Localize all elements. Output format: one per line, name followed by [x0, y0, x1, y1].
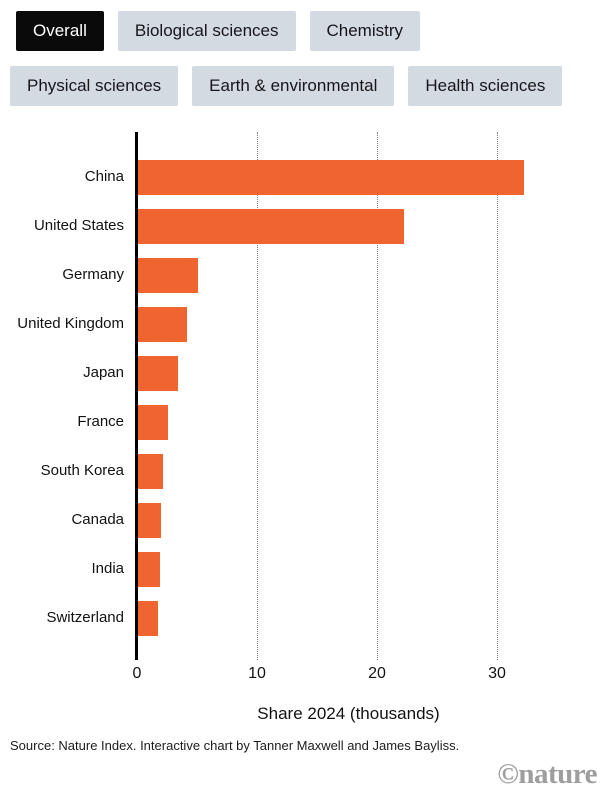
category-label-united-kingdom: United Kingdom [17, 315, 124, 333]
chart-row-germany: Germany [0, 251, 604, 300]
category-label-china: China [84, 168, 124, 186]
chart-row-india: India [0, 545, 604, 594]
bar-united-kingdom[interactable] [138, 307, 188, 342]
gridline-30 [497, 132, 498, 660]
bar-chart: China United States Germany United Kingdom J… [0, 132, 604, 724]
filter-button-physical-sciences[interactable]: Physical sciences [10, 66, 179, 106]
category-label-france: France [77, 413, 124, 431]
filter-button-overall[interactable]: Overall [16, 11, 104, 51]
x-tick-10: 10 [248, 665, 266, 682]
chart-rows: China United States Germany United Kingdom J… [0, 132, 604, 660]
bar-united-states[interactable] [138, 209, 405, 244]
category-label-switzerland: Switzerland [46, 609, 124, 627]
bar-china[interactable] [138, 160, 525, 195]
x-axis-ticks: 0 10 20 30 [0, 665, 604, 689]
source-text: Source: Nature Index. Interactive chart … [10, 738, 460, 753]
nature-logo: ©nature [497, 758, 597, 790]
chart-row-japan: Japan [0, 349, 604, 398]
chart-row-france: France [0, 398, 604, 447]
filter-button-earth-environmental[interactable]: Earth & environmental [192, 66, 395, 106]
category-label-canada: Canada [71, 511, 124, 529]
chart-row-united-states: United States [0, 202, 604, 251]
x-axis-label: Share 2024 (thousands) [257, 704, 440, 723]
filter-bar: Overall Biological sciences Chemistry Physi… [0, 0, 604, 106]
gridline-10 [257, 132, 258, 660]
bar-canada[interactable] [138, 503, 161, 538]
chart-row-united-kingdom: United Kingdom [0, 300, 604, 349]
chart-row-canada: Canada [0, 496, 604, 545]
plot-area: China United States Germany United Kingdom J… [0, 132, 604, 660]
x-tick-0: 0 [132, 665, 142, 682]
bar-india[interactable] [138, 552, 161, 587]
bar-germany[interactable] [138, 258, 198, 293]
category-label-south-korea: South Korea [40, 462, 124, 480]
filter-button-chemistry[interactable]: Chemistry [309, 11, 421, 51]
y-axis-line [135, 132, 138, 660]
category-label-germany: Germany [62, 266, 124, 284]
gridline-20 [377, 132, 378, 660]
category-label-united-states: United States [33, 217, 124, 235]
bar-japan[interactable] [138, 356, 178, 391]
chart-row-south-korea: South Korea [0, 447, 604, 496]
filter-button-biological-sciences[interactable]: Biological sciences [117, 11, 296, 51]
category-label-japan: Japan [83, 364, 124, 382]
category-label-india: India [91, 560, 124, 578]
x-tick-20: 20 [368, 665, 386, 682]
chart-row-china: China [0, 153, 604, 202]
filter-button-health-sciences[interactable]: Health sciences [408, 66, 563, 106]
chart-row-switzerland: Switzerland [0, 594, 604, 643]
bar-south-korea[interactable] [138, 454, 164, 489]
bar-france[interactable] [138, 405, 168, 440]
x-tick-30: 30 [488, 665, 506, 682]
bar-switzerland[interactable] [138, 601, 158, 636]
